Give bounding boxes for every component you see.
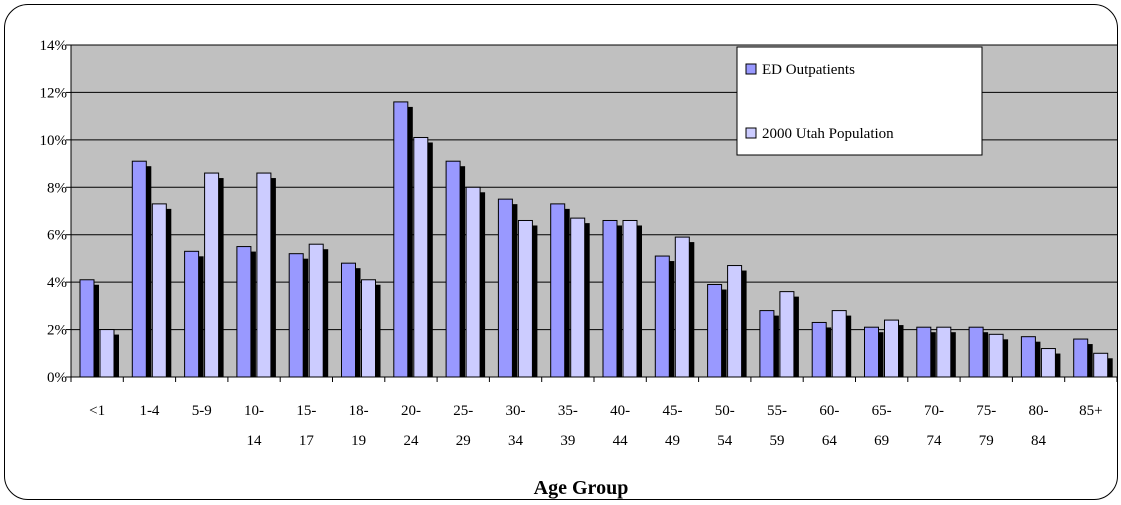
bar — [341, 262, 356, 378]
bar — [1093, 352, 1109, 378]
bar — [204, 172, 220, 378]
bar — [622, 219, 638, 378]
x-tick-label-line2: 39 — [560, 433, 575, 449]
bar — [727, 265, 743, 378]
bar — [131, 160, 147, 378]
y-tick-label: 12% — [40, 85, 68, 101]
x-tick-label-line2: 54 — [717, 433, 733, 449]
bar — [465, 186, 481, 378]
x-tick-label-line2: 29 — [456, 433, 471, 449]
bar — [184, 250, 200, 378]
bar — [99, 329, 115, 378]
bar — [936, 326, 952, 378]
x-tick-label-line2: 69 — [874, 433, 889, 449]
bar — [550, 203, 566, 378]
bar — [864, 326, 879, 378]
bar — [968, 326, 984, 378]
x-tick-label: 65- — [872, 403, 892, 419]
x-tick-label-line2: 44 — [613, 433, 629, 449]
bar — [779, 291, 795, 378]
legend-swatch-utah-population — [745, 127, 757, 139]
bar — [916, 326, 932, 378]
y-tick-label: 8% — [47, 180, 67, 196]
bar — [759, 310, 775, 378]
x-tick-label: 1-4 — [139, 403, 159, 419]
y-tick-label: 6% — [47, 228, 67, 244]
bar — [674, 236, 690, 378]
legend-box — [736, 46, 983, 156]
y-tick-label: 10% — [40, 133, 68, 149]
bar — [288, 253, 304, 378]
y-tick-label: 4% — [47, 275, 67, 291]
bar — [236, 246, 252, 378]
plot-layer: 0% 2% 4% 6% 8% 10% 12% 14% <1 1-4 5-9 10- 14 15- 17 18-… — [40, 38, 1118, 449]
x-tick-label-line2: 24 — [403, 433, 419, 449]
x-tick-label: 20- — [401, 403, 421, 419]
legend: ED Outpatients 2000 Utah Population — [736, 46, 983, 156]
bar — [570, 217, 586, 378]
bar — [602, 219, 618, 378]
legend-label-utah-population: 2000 Utah Population — [762, 126, 894, 142]
x-tick-label: 70- — [924, 403, 944, 419]
bar — [1073, 338, 1089, 378]
x-tick-label: 25- — [453, 403, 473, 419]
bar — [413, 136, 429, 378]
bar — [988, 333, 1004, 378]
legend-swatch-ed-outpatients — [745, 63, 757, 75]
x-tick-label: 60- — [819, 403, 839, 419]
x-axis-label: Age Group — [534, 477, 629, 499]
bar — [445, 160, 461, 378]
bar — [654, 255, 670, 378]
bar — [497, 198, 513, 378]
x-tick-label-line2: 84 — [1031, 433, 1047, 449]
x-tick-label: 18- — [349, 403, 369, 419]
x-tick-label: 35- — [558, 403, 578, 419]
x-tick-label: 45- — [662, 403, 682, 419]
bar — [308, 243, 324, 378]
x-tick-label-line2: 19 — [351, 433, 366, 449]
bar — [1040, 348, 1056, 378]
x-tick-label-line2: 59 — [770, 433, 785, 449]
y-tick-label: 14% — [40, 38, 68, 54]
y-tick-label: 0% — [47, 370, 67, 386]
bar — [831, 310, 847, 378]
x-tick-label: 55- — [767, 403, 787, 419]
x-tick-label-line2: 64 — [822, 433, 838, 449]
x-tick-label-line2: 49 — [665, 433, 680, 449]
x-tick-label-line2: 74 — [926, 433, 942, 449]
bar — [811, 321, 827, 378]
x-tick-label: 10- — [244, 403, 264, 419]
bar — [707, 284, 723, 378]
bar — [151, 203, 167, 378]
x-tick-label-line2: 34 — [508, 433, 524, 449]
y-tick-label: 2% — [47, 323, 67, 339]
x-tick-label-line2: 14 — [247, 433, 263, 449]
bar — [256, 172, 272, 378]
x-tick-label: 40- — [610, 403, 630, 419]
bar — [361, 279, 376, 378]
x-tick-label-line2: 79 — [979, 433, 994, 449]
bar — [884, 319, 899, 378]
legend-label-ed-outpatients: ED Outpatients — [762, 62, 855, 78]
x-tick-label: 50- — [715, 403, 735, 419]
x-tick-label: 15- — [296, 403, 316, 419]
x-tick-label-line2: 17 — [299, 433, 315, 449]
x-tick-label: 75- — [976, 403, 996, 419]
x-tick-label: 80- — [1029, 403, 1049, 419]
x-tick-label: 85+ — [1079, 403, 1102, 419]
bar — [1020, 336, 1036, 378]
bar — [79, 279, 95, 378]
x-tick-label: 5-9 — [192, 403, 212, 419]
x-tick-label: <1 — [89, 403, 105, 419]
x-tick-label: 30- — [506, 403, 526, 419]
bar — [393, 101, 409, 378]
bar — [517, 219, 533, 378]
